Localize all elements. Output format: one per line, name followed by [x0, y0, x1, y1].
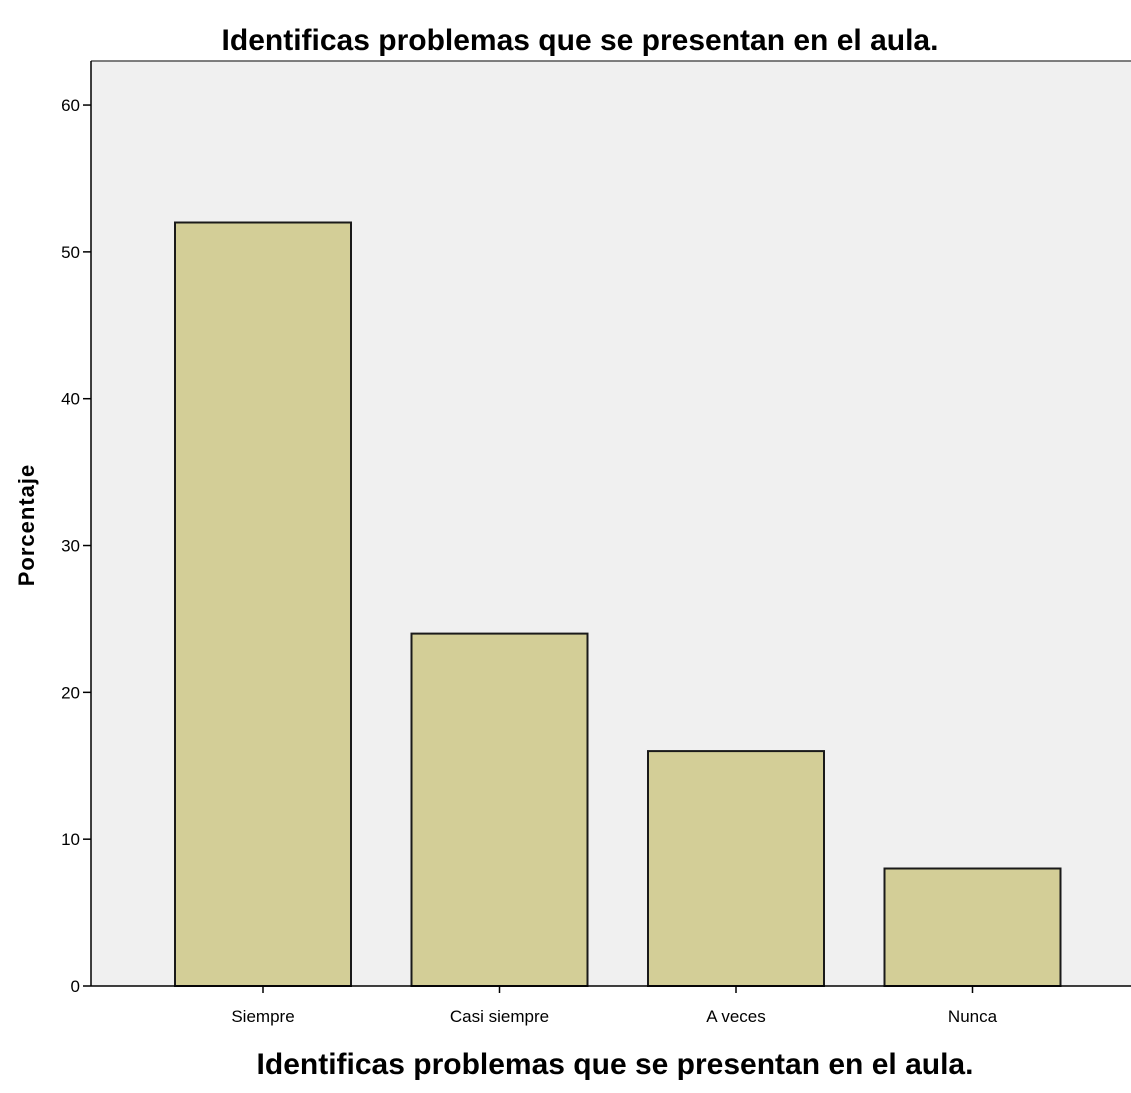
bar-siempre	[174, 221, 352, 987]
bar-a-veces	[647, 750, 825, 987]
y-axis-ticks: 0 10 20 30 40 50 60	[61, 96, 91, 996]
bar-nunca	[883, 867, 1062, 987]
y-tick-label: 60	[61, 96, 80, 115]
y-tick-label: 0	[71, 977, 80, 996]
x-tick-label: Casi siempre	[450, 1007, 549, 1026]
y-tick-label: 30	[61, 537, 80, 556]
y-tick-label: 10	[61, 830, 80, 849]
x-axis-label: Identificas problemas que se presentan e…	[257, 1048, 974, 1081]
y-tick-label: 50	[61, 243, 80, 262]
x-tick-label: Nunca	[948, 1007, 998, 1026]
x-tick-label: Siempre	[231, 1007, 294, 1026]
x-tick-label: A veces	[706, 1007, 766, 1026]
bars-group	[174, 221, 1062, 987]
chart-title: Identificas problemas que se presentan e…	[222, 24, 939, 57]
y-tick-label: 20	[61, 683, 80, 702]
axes-group	[90, 60, 1131, 987]
y-axis-label: Porcentaje	[14, 464, 39, 587]
bar-casi-siempre	[410, 632, 589, 987]
y-tick-label: 40	[61, 390, 80, 409]
x-axis-ticks: Siempre Casi siempre A veces Nunca	[231, 986, 998, 1026]
